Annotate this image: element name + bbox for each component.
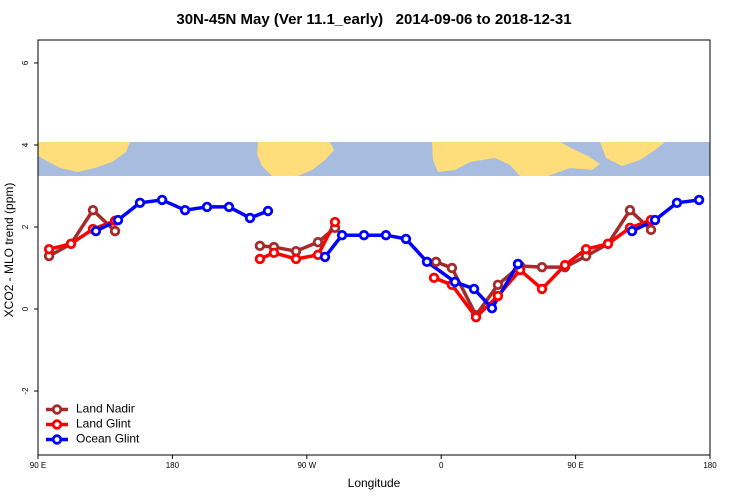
x-tick-label: 0 <box>439 461 444 470</box>
y-tick-label: 0 <box>21 306 30 311</box>
y-tick-label: 2 <box>21 224 30 229</box>
data-point <box>223 201 235 213</box>
x-tick-label: 90 E <box>567 461 583 470</box>
legend-label: Land Glint <box>76 417 131 431</box>
x-tick-label: 90 E <box>30 461 46 470</box>
legend-label: Land Nadir <box>76 402 135 416</box>
data-point <box>468 283 480 295</box>
data-point <box>400 233 412 245</box>
x-tick-label: 90 W <box>297 461 316 470</box>
plot-frame <box>37 39 711 456</box>
data-point <box>201 201 213 213</box>
legend-label: Ocean Glint <box>76 432 140 446</box>
data-point <box>312 236 324 248</box>
data-point <box>262 205 274 217</box>
data-point <box>109 225 121 237</box>
x-tick-label: 180 <box>166 461 180 470</box>
data-point <box>512 258 524 270</box>
data-point <box>536 283 548 295</box>
data-point <box>254 253 266 265</box>
y-tick-label: 6 <box>21 60 30 65</box>
data-point <box>336 229 348 241</box>
data-point <box>486 302 498 314</box>
legend-marker <box>51 434 63 445</box>
data-point <box>290 253 302 265</box>
data-point <box>254 240 266 252</box>
legend-marker <box>51 419 63 430</box>
series-line <box>95 198 700 310</box>
data-point <box>645 224 657 236</box>
x-tick-label: 180 <box>703 461 717 470</box>
data-point <box>421 256 433 268</box>
data-point <box>244 212 256 224</box>
data-point <box>319 251 331 263</box>
data-point <box>134 197 146 209</box>
data-point <box>626 225 638 237</box>
data-point <box>693 194 705 206</box>
data-point <box>449 276 461 288</box>
legend-marker <box>51 404 63 415</box>
data-point <box>536 261 548 273</box>
data-point <box>380 229 392 241</box>
data-point <box>649 214 661 226</box>
y-axis-title: XCO2 - MLO trend (ppm) <box>2 183 16 318</box>
data-point <box>268 247 280 259</box>
data-point <box>671 197 683 209</box>
data-point <box>43 243 55 255</box>
x-axis-title: Longitude <box>348 476 401 490</box>
data-point <box>446 262 458 274</box>
data-point <box>87 204 99 216</box>
data-point <box>179 204 191 216</box>
data-point <box>602 238 614 250</box>
chart-title: 30N-45N May (Ver 11.1_early) 2014-09-06 … <box>176 11 571 28</box>
data-point <box>90 225 102 237</box>
data-point <box>329 216 341 228</box>
map-band <box>38 142 710 176</box>
data-point <box>624 204 636 216</box>
data-point <box>430 256 442 268</box>
data-point <box>358 229 370 241</box>
data-point <box>156 194 168 206</box>
y-tick-label: 4 <box>21 142 30 147</box>
y-tick-label: -2 <box>21 387 30 395</box>
data-point <box>112 214 124 226</box>
data-point <box>559 259 571 271</box>
data-point <box>492 290 504 302</box>
data-point <box>492 279 504 291</box>
data-point <box>428 272 440 284</box>
data-point <box>580 243 592 255</box>
data-point <box>470 312 482 323</box>
data-point <box>65 238 77 250</box>
